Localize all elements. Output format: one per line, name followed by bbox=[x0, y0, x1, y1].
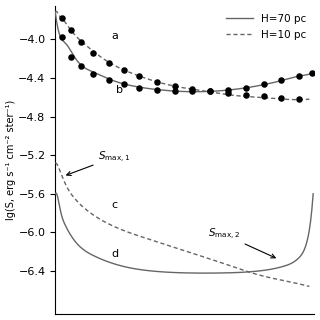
Point bbox=[121, 68, 126, 73]
Point bbox=[243, 85, 248, 90]
Text: d: d bbox=[111, 249, 118, 259]
Point bbox=[172, 83, 177, 88]
Point bbox=[121, 81, 126, 86]
Point bbox=[190, 89, 195, 94]
Point bbox=[59, 16, 64, 21]
Legend: H=70 pc, H=10 pc: H=70 pc, H=10 pc bbox=[223, 11, 309, 43]
Point bbox=[137, 74, 142, 79]
Point bbox=[91, 50, 96, 55]
Point bbox=[279, 77, 284, 83]
Point bbox=[106, 77, 111, 83]
Point bbox=[297, 97, 302, 102]
Point bbox=[68, 27, 73, 32]
Point bbox=[68, 54, 73, 59]
Point bbox=[279, 96, 284, 101]
Point bbox=[297, 74, 302, 79]
Point bbox=[243, 93, 248, 98]
Point bbox=[78, 40, 83, 45]
Point bbox=[59, 35, 64, 40]
Point bbox=[208, 89, 213, 94]
Text: c: c bbox=[111, 200, 117, 210]
Point bbox=[309, 71, 315, 76]
Text: b: b bbox=[116, 85, 123, 95]
Text: $S_{\mathregular{max,2}}$: $S_{\mathregular{max,2}}$ bbox=[208, 227, 275, 258]
Point bbox=[154, 87, 159, 92]
Point bbox=[261, 94, 266, 99]
Point bbox=[78, 64, 83, 69]
Y-axis label: lg(S, erg s⁻¹ cm⁻² ster⁻¹): lg(S, erg s⁻¹ cm⁻² ster⁻¹) bbox=[5, 100, 16, 220]
Point bbox=[137, 85, 142, 90]
Point bbox=[91, 72, 96, 77]
Point bbox=[226, 87, 231, 92]
Text: $S_{\mathregular{max,1}}$: $S_{\mathregular{max,1}}$ bbox=[67, 149, 131, 175]
Point bbox=[208, 89, 213, 94]
Point bbox=[172, 88, 177, 93]
Point bbox=[106, 60, 111, 65]
Point bbox=[154, 79, 159, 84]
Text: a: a bbox=[111, 31, 118, 41]
Point bbox=[226, 91, 231, 96]
Point bbox=[190, 86, 195, 91]
Point bbox=[261, 81, 266, 86]
